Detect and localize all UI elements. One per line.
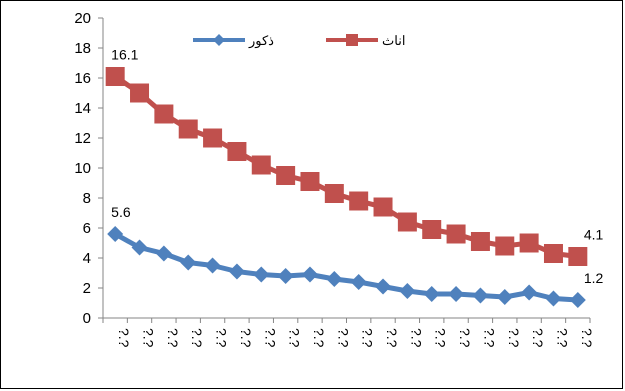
series-0-point: [545, 291, 561, 307]
x-tick-label: ?.?: [481, 328, 497, 348]
series-1-point: [252, 156, 270, 174]
legend-label-1: اناث: [382, 33, 405, 48]
x-tick-label: ?.?: [360, 328, 376, 348]
x-tick-label: ?.?: [579, 328, 595, 348]
series-0-point: [497, 289, 513, 305]
series-1-point: [228, 143, 246, 161]
series-1-point: [106, 68, 124, 86]
series-0-point: [472, 288, 488, 304]
x-tick-label: ?.?: [189, 328, 205, 348]
series-0-point: [229, 264, 245, 280]
series-1-point: [423, 221, 441, 239]
series-1-point: [301, 173, 319, 191]
x-tick-label: ?.?: [506, 328, 522, 348]
series-0-point: [302, 267, 318, 283]
series-1-point: [398, 213, 416, 231]
series-1-point: [447, 225, 465, 243]
x-tick-label: ?.?: [262, 328, 278, 348]
series-0-point: [156, 246, 172, 262]
data-label: 4.1: [584, 227, 604, 243]
series-0-point: [448, 286, 464, 302]
series-1-point: [520, 234, 538, 252]
series-0-point: [424, 286, 440, 302]
x-tick-label: ?.?: [214, 328, 230, 348]
y-tick-label: 14: [74, 100, 91, 117]
x-tick-label: ?.?: [287, 328, 303, 348]
x-tick-label: ?.?: [554, 328, 570, 348]
y-tick-label: 10: [74, 160, 91, 177]
legend-marker-0: [213, 34, 225, 46]
x-tick-label: ?.?: [165, 328, 181, 348]
series-1-point: [277, 167, 295, 185]
series-0-point: [253, 267, 269, 283]
y-tick-label: 20: [74, 10, 91, 27]
y-tick-label: 8: [83, 190, 91, 207]
series-layer: [106, 68, 587, 309]
legend-marker-1: [346, 34, 358, 46]
series-0-point: [570, 292, 586, 308]
series-1-point: [131, 84, 149, 102]
series-1-point: [374, 198, 392, 216]
x-tick-label: ?.?: [238, 328, 254, 348]
x-tick-label: ?.?: [408, 328, 424, 348]
series-1-point: [471, 233, 489, 251]
series-1-point: [325, 185, 343, 203]
series-0-point: [205, 258, 221, 274]
x-tick-label: ?.?: [433, 328, 449, 348]
series-1-point: [179, 120, 197, 138]
x-tick-label: ?.?: [141, 328, 157, 348]
series-0-point: [399, 283, 415, 299]
series-1-point: [204, 129, 222, 147]
y-tick-label: 4: [83, 250, 91, 267]
series-1-point: [496, 237, 514, 255]
x-tick-label: ?.?: [311, 328, 327, 348]
series-0-point: [278, 268, 294, 284]
series-0-point: [180, 255, 196, 271]
data-label: 16.1: [111, 47, 138, 63]
y-tick-label: 16: [74, 70, 91, 87]
data-label: 1.2: [584, 270, 604, 286]
series-1-point: [350, 192, 368, 210]
data-label: 5.6: [111, 204, 131, 220]
series-0-point: [521, 285, 537, 301]
y-tick-label: 0: [83, 310, 91, 327]
series-1-point: [569, 248, 587, 266]
series-1-point: [544, 245, 562, 263]
x-tick-label: ?.?: [384, 328, 400, 348]
series-0-point: [326, 271, 342, 287]
legend-label-0: ذكور: [248, 33, 274, 49]
x-tick-label: ?.?: [335, 328, 351, 348]
series-line-1: [115, 77, 578, 257]
series-0-point: [351, 274, 367, 290]
y-tick-label: 18: [74, 40, 91, 57]
series-0-point: [375, 279, 391, 295]
x-tick-label: ?.?: [116, 328, 132, 348]
y-tick-label: 2: [83, 280, 91, 297]
legend: ذكور اناث: [193, 33, 405, 49]
series-1-point: [155, 105, 173, 123]
x-tick-label: ?.?: [457, 328, 473, 348]
x-tick-label: ?.?: [530, 328, 546, 348]
y-tick-label: 6: [83, 220, 91, 237]
y-tick-label: 12: [74, 130, 91, 147]
